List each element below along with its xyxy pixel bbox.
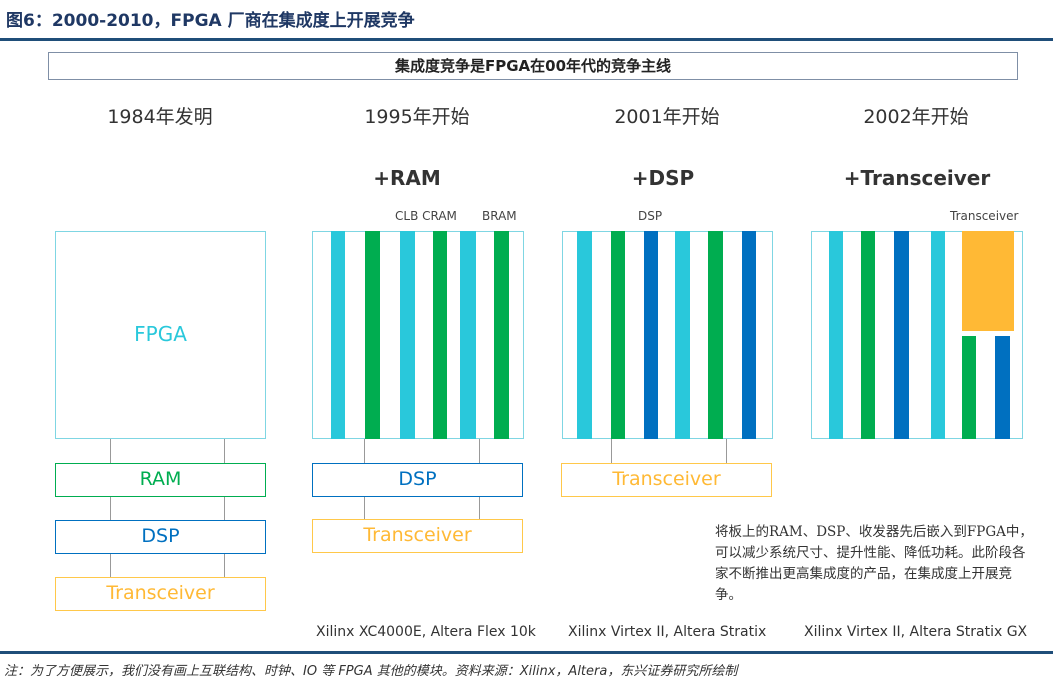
vendors-2001: Xilinx Virtex II, Altera Stratix [568,624,767,640]
clb-stripe [675,231,690,439]
vendors-2002: Xilinx Virtex II, Altera Stratix GX [804,624,1028,640]
year-1984: 1984年发明 [107,106,213,128]
banner: 集成度竞争是FPGA在00年代的竞争主线 [48,52,1018,80]
plus-transceiver: +Transceiver [843,166,991,190]
footer-divider [0,651,1053,654]
ram-block: RAM [55,463,266,497]
year-2001: 2001年开始 [614,106,720,128]
description: 将板上的RAM、DSP、收发器先后嵌入到FPGA中，可以减少系统尺寸、提升性能、… [715,524,1033,603]
fpga-chip: FPGA [55,231,266,439]
footnote: 注：为了方便展示，我们没有画上互联结构、时钟、IO 等 FPGA 其他的模块。资… [4,664,738,679]
bram-stripe [494,231,509,439]
dsp-stripe [995,336,1010,439]
dsp-stripe [644,231,658,439]
clb-stripe [829,231,843,439]
connector [110,439,111,577]
bram-stripe [708,231,723,439]
connector [224,439,225,577]
plus-ram: +RAM [373,166,441,190]
year-1995: 1995年开始 [364,106,470,128]
label-dsp: DSP [638,209,663,223]
dsp-block: DSP [55,520,266,554]
bram-stripe [962,336,976,439]
transceiver-region [962,231,1014,331]
dsp-block: DSP [312,463,523,497]
clb-stripe [400,231,415,439]
bram-stripe [861,231,875,439]
transceiver-block: Transceiver [561,463,772,497]
bram-stripe [433,231,447,439]
transceiver-block: Transceiver [55,577,266,611]
fpga-chip-ram [312,231,524,439]
label-transceiver: Transceiver [950,209,1019,223]
fpga-chip-dsp [562,231,773,439]
connector [611,439,612,464]
clb-stripe [331,231,345,439]
clb-stripe [577,231,592,439]
clb-stripe [460,231,476,439]
fpga-chip-transceiver [811,231,1023,439]
bram-stripe [611,231,625,439]
title-divider [0,38,1053,41]
clb-stripe [931,231,945,439]
connector [726,439,727,464]
dsp-stripe [894,231,909,439]
plus-dsp: +DSP [631,166,695,190]
vendors-1995: Xilinx XC4000E, Altera Flex 10k [316,624,536,640]
transceiver-block: Transceiver [312,519,523,553]
dsp-stripe [742,231,756,439]
year-2002: 2002年开始 [863,106,969,128]
figure-title: 图6：2000-2010，FPGA 厂商在集成度上开展竞争 [6,11,415,31]
bram-stripe [365,231,380,439]
label-bram: BRAM [482,209,517,223]
label-clb-cram: CLB CRAM [395,209,457,223]
